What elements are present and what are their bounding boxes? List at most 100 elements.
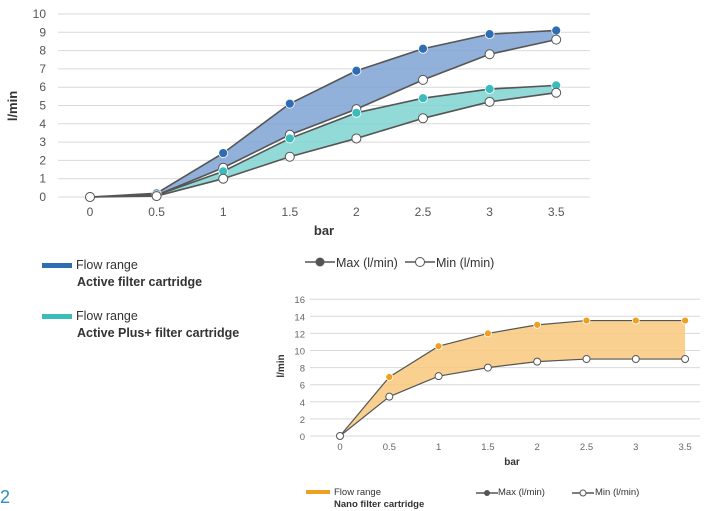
- min-point: [284, 151, 295, 162]
- min-point: [418, 74, 428, 85]
- band-area-1: [90, 30, 557, 197]
- x-tick-label: 0.5: [383, 442, 396, 453]
- legend-min-1-label: Min (l/min): [436, 256, 495, 270]
- legend-max-2: Max (l/min): [498, 487, 545, 499]
- max-point: [418, 93, 428, 104]
- legend-active-line1: Flow range: [76, 258, 138, 272]
- y-axis-label: l/min: [276, 354, 287, 377]
- y-tick-label: 4: [300, 398, 305, 409]
- legend-swatch-active: [42, 263, 72, 269]
- legend-nano-line1: Flow range: [334, 487, 381, 498]
- min-point: [484, 96, 495, 107]
- legend-min-marker: [579, 489, 587, 497]
- legend-max-marker: [315, 257, 325, 267]
- y-tick-label: 7: [39, 62, 46, 76]
- legend-max-1-label: Max (l/min): [336, 256, 398, 270]
- min-point: [582, 355, 591, 364]
- y-tick-label: 12: [294, 329, 305, 340]
- max-point: [351, 65, 362, 76]
- legend-max-2-label: Max (l/min): [498, 487, 545, 498]
- max-point: [385, 373, 394, 381]
- y-tick-label: 14: [294, 312, 305, 323]
- legend-active-plus-line2: Active Plus+ filter cartridge: [77, 326, 240, 340]
- x-tick-label: 1: [436, 442, 441, 453]
- x-tick-label: 0.5: [148, 205, 165, 219]
- legend-max-1: Max (l/min): [336, 255, 398, 272]
- x-tick-label: 3: [486, 205, 493, 219]
- max-point: [418, 43, 428, 54]
- min-point: [218, 173, 229, 184]
- y-tick-label: 9: [39, 25, 46, 39]
- y-tick-label: 2: [300, 415, 305, 426]
- min-point: [385, 392, 394, 401]
- min-point: [418, 113, 428, 124]
- y-tick-label: 0: [39, 190, 46, 204]
- max-line: [339, 319, 686, 437]
- legend-min-2-label: Min (l/min): [595, 487, 640, 498]
- legend-max-marker: [484, 490, 490, 496]
- x-tick-label: 2.5: [415, 205, 432, 219]
- min-point: [434, 372, 443, 381]
- x-tick-label: 1.5: [281, 205, 298, 219]
- min-point: [533, 357, 542, 366]
- max-point: [434, 342, 443, 351]
- max-point: [484, 29, 495, 40]
- chart-2: 0 2 4 6 8 10 12 14 16 0 0.5 1 1.5 2 2.5 3 3.5 bar l/min: [276, 295, 700, 497]
- x-tick-label: 2.5: [580, 442, 593, 453]
- legend-active: Flow range Active filter cartridge: [42, 257, 202, 291]
- min-point: [631, 355, 640, 364]
- x-tick-label: 1: [220, 205, 227, 219]
- max-point: [218, 148, 229, 158]
- x-tick-label: 2: [535, 442, 540, 453]
- min-line: [89, 91, 557, 198]
- page-number: 2: [0, 487, 11, 507]
- y-tick-label: 3: [39, 135, 46, 149]
- y-tick-label: 5: [39, 99, 46, 113]
- legend-active-plus-line1: Flow range: [76, 309, 138, 323]
- y-tick-label: 0: [300, 432, 305, 443]
- min-point: [336, 432, 344, 440]
- y-tick-label: 6: [300, 381, 305, 392]
- legend-swatch-nano: [306, 490, 330, 495]
- max-point: [551, 25, 562, 36]
- max-line: [89, 84, 557, 198]
- x-axis-label: bar: [314, 223, 334, 238]
- x-tick-label: 3.5: [548, 205, 565, 219]
- band-area-2: [90, 85, 557, 197]
- min-point: [151, 191, 162, 202]
- legend-min-1: Min (l/min): [436, 255, 494, 272]
- max-point: [351, 107, 362, 118]
- max-point: [284, 98, 295, 109]
- x-tick-label: 0: [87, 205, 94, 219]
- x-tick-label: 3: [633, 442, 638, 453]
- x-tick-label: 1.5: [481, 442, 494, 453]
- min-point: [351, 133, 362, 144]
- max-point: [284, 133, 295, 144]
- min-point: [551, 34, 562, 45]
- y-axis-label: l/min: [5, 91, 20, 121]
- band-area-1: [340, 320, 686, 436]
- x-tick-label: 2: [353, 205, 360, 219]
- max-point: [582, 316, 591, 325]
- x-axis-label: bar: [504, 457, 520, 468]
- chart-1: 0 1 2 3 4 5 6 7 8 9 10 0 0.5 1 1.5 2 2.5 3 3.5 bar l/min: [5, 7, 590, 267]
- legend-active-line2: Active filter cartridge: [77, 275, 203, 289]
- legend-active-plus: Flow range Active Plus+ filter cartridge: [42, 308, 239, 342]
- y-tick-label: 4: [39, 117, 46, 131]
- legend-min-marker: [415, 257, 425, 267]
- min-point: [681, 355, 690, 364]
- y-tick-label: 2: [39, 153, 46, 167]
- legend-nano-line2: Nano filter cartridge: [334, 499, 425, 510]
- min-point: [484, 49, 495, 60]
- y-tick-label: 6: [39, 80, 46, 94]
- max-point: [484, 84, 495, 94]
- x-tick-label: 0: [337, 442, 342, 453]
- legend-swatch-active-plus: [42, 314, 72, 320]
- y-tick-label: 1: [39, 172, 46, 186]
- max-point: [681, 316, 689, 325]
- legend-nano: Flow range Nano filter cartridge: [306, 487, 424, 511]
- y-tick-label: 10: [33, 7, 47, 21]
- min-point: [551, 87, 562, 98]
- max-point: [631, 316, 640, 325]
